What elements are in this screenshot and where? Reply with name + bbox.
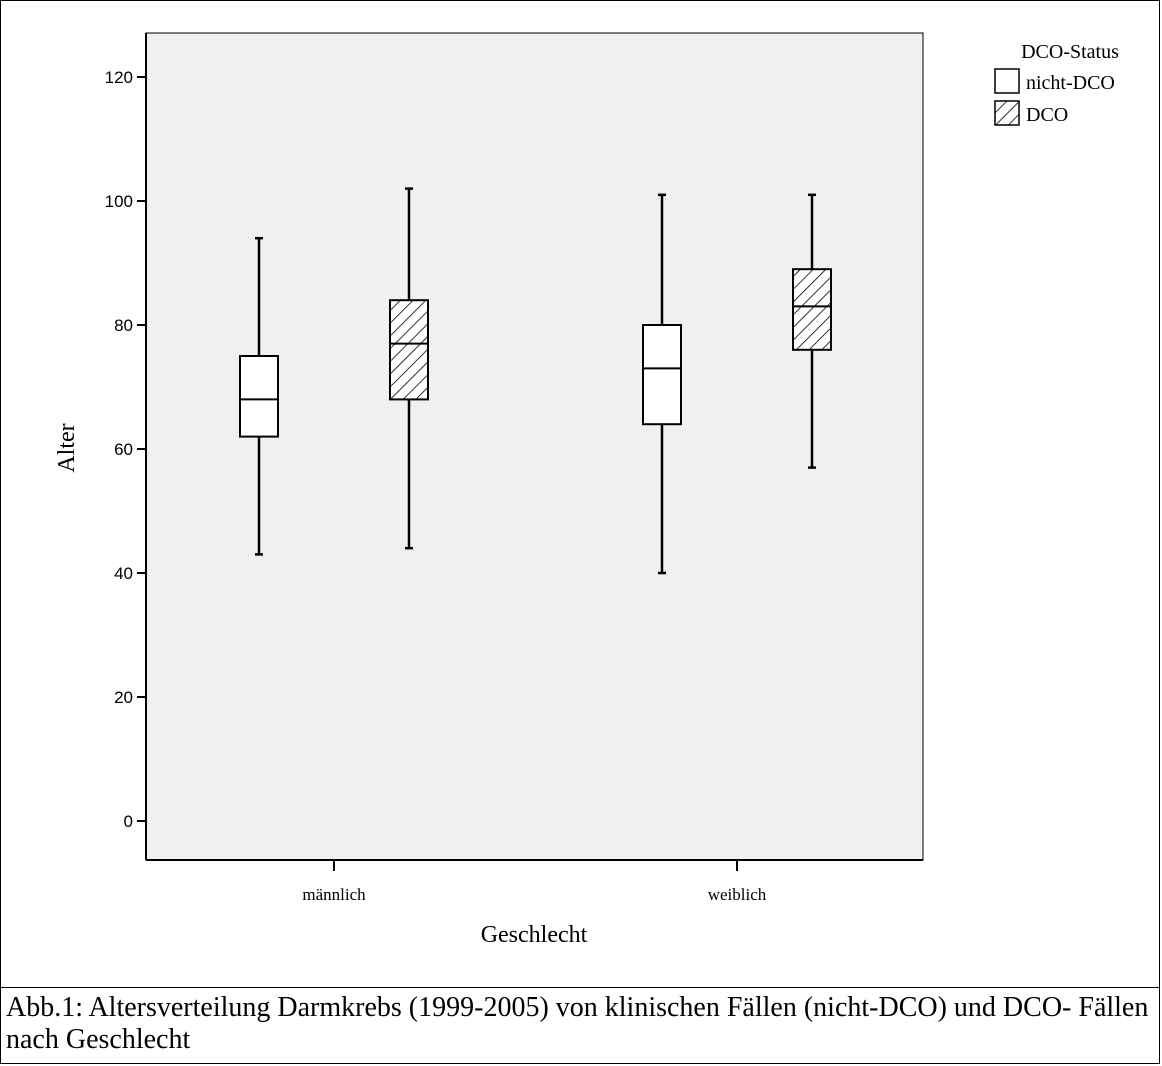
y-tick-label-120: 120 xyxy=(105,68,133,87)
y-axis-label: Alter xyxy=(54,423,80,472)
box-group xyxy=(239,187,832,575)
legend-swatch-1 xyxy=(994,68,1020,94)
legend-entry-1: nicht-DCO xyxy=(1026,72,1115,94)
legend: DCO-Status nicht-DCO DCO xyxy=(994,41,1119,126)
box-iqr xyxy=(239,355,279,438)
caption-divider xyxy=(0,987,1160,988)
legend-entry-2: DCO xyxy=(1026,104,1068,126)
y-tick-label-100: 100 xyxy=(105,192,133,211)
box-nicht-DCO-weiblich xyxy=(642,193,682,575)
x-tick-label-2: weiblich xyxy=(708,885,767,904)
y-tick-label-40: 40 xyxy=(114,564,133,583)
box-nicht-DCO-männlich xyxy=(239,236,279,556)
x-axis-label: Geschlecht xyxy=(481,922,588,948)
box-DCO-männlich xyxy=(389,187,429,550)
y-tick-label-20: 20 xyxy=(114,688,133,707)
y-axis: 0 20 40 60 80 100 120 xyxy=(105,33,147,860)
plot-area xyxy=(145,32,924,861)
legend-swatch-2 xyxy=(994,100,1020,126)
box-iqr xyxy=(642,324,682,426)
boxplot-chart: 0 20 40 60 80 100 120 männlich weiblich Alter G… xyxy=(54,32,1119,948)
box-iqr xyxy=(389,299,429,401)
x-axis: männlich weiblich xyxy=(146,859,923,904)
box-iqr xyxy=(792,268,832,351)
figure-caption: Abb.1: Altersverteilung Darmkrebs (1999-… xyxy=(6,992,1149,1055)
y-tick-label-60: 60 xyxy=(114,440,133,459)
x-tick-label-1: männlich xyxy=(302,885,366,904)
y-tick-label-0: 0 xyxy=(124,812,133,831)
box-DCO-weiblich xyxy=(792,193,832,469)
y-tick-label-80: 80 xyxy=(114,316,133,335)
legend-title: DCO-Status xyxy=(1021,41,1119,63)
